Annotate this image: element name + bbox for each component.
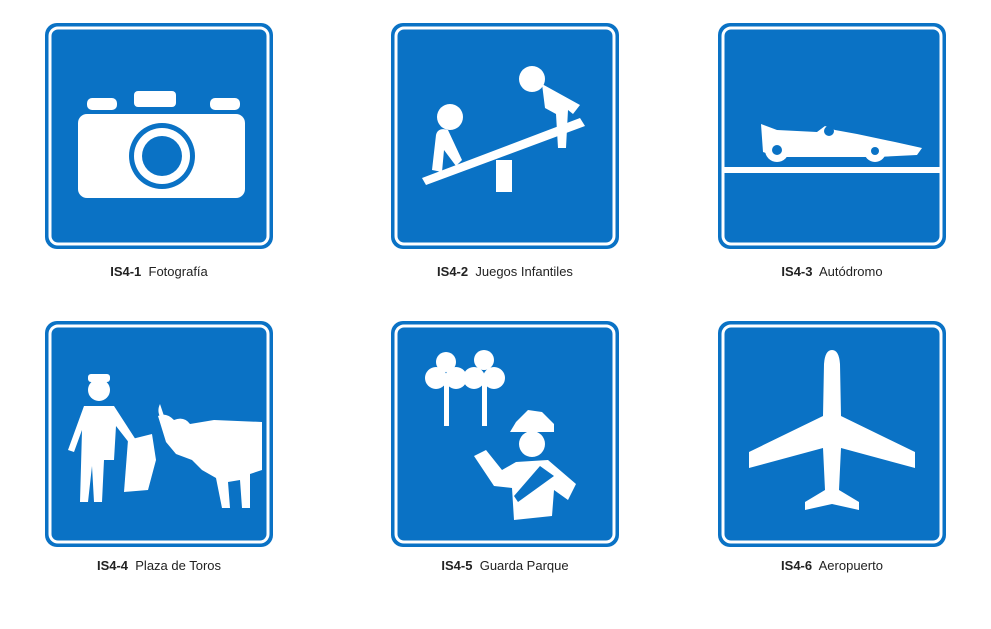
tree-icon <box>425 350 505 426</box>
sign-guarda-parque <box>390 320 620 548</box>
sign-autodromo <box>717 22 947 250</box>
park-ranger-icon <box>474 410 576 520</box>
track-line <box>724 167 940 173</box>
caption-is4-1: IS4-1 Fotografía <box>9 264 309 279</box>
caption-is4-4: IS4-4 Plaza de Toros <box>9 558 309 573</box>
caption-is4-2: IS4-2 Juegos Infantiles <box>355 264 655 279</box>
sign-code: IS4-1 <box>110 264 142 279</box>
caption-is4-5: IS4-5 Guarda Parque <box>355 558 655 573</box>
seesaw-icon <box>422 66 585 192</box>
sign-name: Autódromo <box>819 264 883 279</box>
race-car-icon <box>761 124 922 162</box>
caption-is4-3: IS4-3 Autódromo <box>682 264 982 279</box>
camera-icon <box>78 91 245 198</box>
bull-icon <box>158 404 262 508</box>
sign-aeropuerto <box>717 320 947 548</box>
bullfighter-icon <box>68 374 156 502</box>
sign-code: IS4-2 <box>437 264 469 279</box>
sign-code: IS4-3 <box>781 264 813 279</box>
sign-name: Fotografía <box>148 264 208 279</box>
sign-name: Aeropuerto <box>818 558 883 573</box>
sign-plaza-de-toros <box>44 320 274 548</box>
airplane-icon <box>749 350 915 510</box>
sign-fotografia <box>44 22 274 250</box>
sign-name: Plaza de Toros <box>135 558 222 573</box>
sign-juegos-infantiles <box>390 22 620 250</box>
sign-name: Juegos Infantiles <box>475 264 573 279</box>
sign-code: IS4-6 <box>781 558 813 573</box>
sign-name: Guarda Parque <box>479 558 569 573</box>
sign-code: IS4-5 <box>441 558 473 573</box>
caption-is4-6: IS4-6 Aeropuerto <box>682 558 982 573</box>
sign-code: IS4-4 <box>96 558 129 573</box>
